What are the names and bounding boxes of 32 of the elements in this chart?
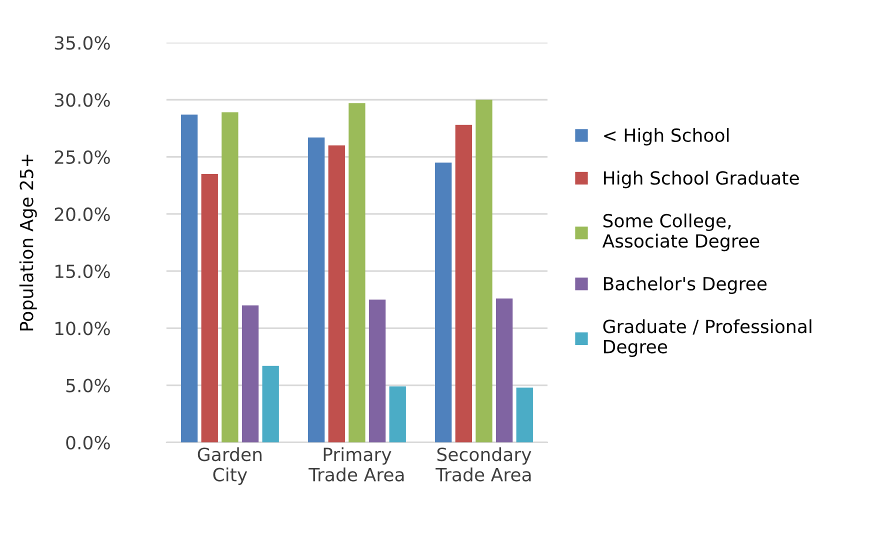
- legend-label: Graduate / Professional Degree: [603, 319, 812, 357]
- y-axis-title: Population Age 25+: [19, 154, 37, 330]
- bar: [242, 305, 259, 442]
- y-tick-label: 10.0%: [56, 322, 110, 336]
- bar: [496, 298, 513, 442]
- bar: [201, 174, 218, 442]
- legend-label: High School Graduate: [604, 170, 799, 188]
- bar: [308, 137, 325, 442]
- bar: [368, 300, 386, 442]
- bar: [328, 145, 345, 442]
- y-tick-label: 30.0%: [54, 93, 110, 107]
- y-tick-label: 25.0%: [54, 150, 110, 164]
- bar: [222, 112, 238, 442]
- bar: [516, 388, 533, 442]
- bar: [435, 162, 452, 442]
- y-tick-label: 15.0%: [56, 264, 110, 278]
- legend-label: < High School: [604, 128, 729, 146]
- y-tick-label: 5.0%: [66, 378, 110, 392]
- bar: [455, 124, 472, 442]
- bar: [262, 366, 279, 442]
- legend-label: Some College, Associate Degree: [602, 214, 760, 252]
- bar: [389, 386, 406, 442]
- bar: [348, 103, 366, 442]
- y-tick-label: 20.0%: [54, 207, 110, 222]
- x-tick-label: Secondary Trade Area: [436, 447, 532, 482]
- y-tick-label: 0.0%: [66, 436, 110, 450]
- x-tick-label: Garden City: [198, 447, 262, 485]
- bar: [180, 114, 198, 442]
- bar: [476, 100, 492, 442]
- y-tick-label: 35.0%: [54, 36, 110, 50]
- x-tick-label: Primary Trade Area: [308, 447, 404, 482]
- legend-label: Bachelor's Degree: [604, 276, 767, 294]
